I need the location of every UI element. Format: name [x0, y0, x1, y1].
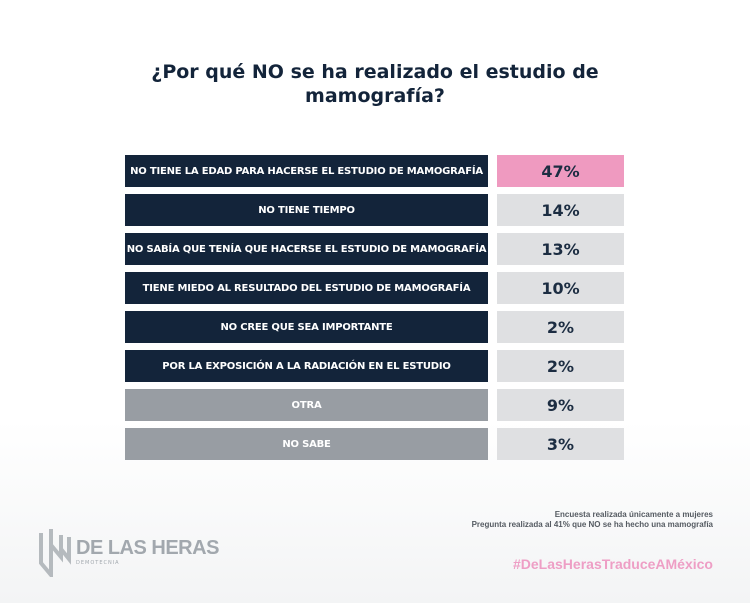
- row-value: 2%: [497, 311, 624, 343]
- row-value: 47%: [497, 155, 624, 187]
- table-row: NO SABE 3%: [125, 428, 625, 460]
- table-row: NO CREE QUE SEA IMPORTANTE 2%: [125, 311, 625, 343]
- hashtag: #DeLasHerasTraduceAMéxico: [513, 556, 713, 572]
- row-label: NO TIENE LA EDAD PARA HACERSE EL ESTUDIO…: [125, 155, 488, 187]
- row-label: NO CREE QUE SEA IMPORTANTE: [125, 311, 488, 343]
- row-label: OTRA: [125, 389, 488, 421]
- row-label: NO SABE: [125, 428, 488, 460]
- row-value: 10%: [497, 272, 624, 304]
- row-value: 3%: [497, 428, 624, 460]
- logo-subtitle: DEMOTECNIA: [76, 559, 120, 566]
- table-row: OTRA 9%: [125, 389, 625, 421]
- row-value: 2%: [497, 350, 624, 382]
- logo-mark-icon: [39, 529, 71, 577]
- footnote: Encuesta realizada únicamente a mujeres: [554, 510, 713, 519]
- footnotes: Encuesta realizada únicamente a mujeres …: [472, 510, 713, 530]
- table-row: NO TIENE LA EDAD PARA HACERSE EL ESTUDIO…: [125, 155, 625, 187]
- footnote: Pregunta realizada al 41% que NO se ha h…: [471, 520, 713, 529]
- row-label: TIENE MIEDO AL RESULTADO DEL ESTUDIO DE …: [125, 272, 488, 304]
- row-value: 14%: [497, 194, 624, 226]
- table-row: NO TIENE TIEMPO 14%: [125, 194, 625, 226]
- row-label: POR LA EXPOSICIÓN A LA RADIACIÓN EN EL E…: [125, 350, 488, 382]
- table-row: POR LA EXPOSICIÓN A LA RADIACIÓN EN EL E…: [125, 350, 625, 382]
- row-value: 13%: [497, 233, 624, 265]
- row-label: NO SABÍA QUE TENÍA QUE HACERSE EL ESTUDI…: [125, 233, 488, 265]
- chart-title: ¿Por qué NO se ha realizado el estudio d…: [151, 61, 599, 107]
- row-value: 9%: [497, 389, 624, 421]
- row-label: NO TIENE TIEMPO: [125, 194, 488, 226]
- logo: DE LAS HERAS DEMOTECNIA: [38, 525, 219, 577]
- table-row: NO SABÍA QUE TENÍA QUE HACERSE EL ESTUDI…: [125, 233, 625, 265]
- table-row: TIENE MIEDO AL RESULTADO DEL ESTUDIO DE …: [125, 272, 625, 304]
- logo-name: DE LAS HERAS: [76, 536, 219, 559]
